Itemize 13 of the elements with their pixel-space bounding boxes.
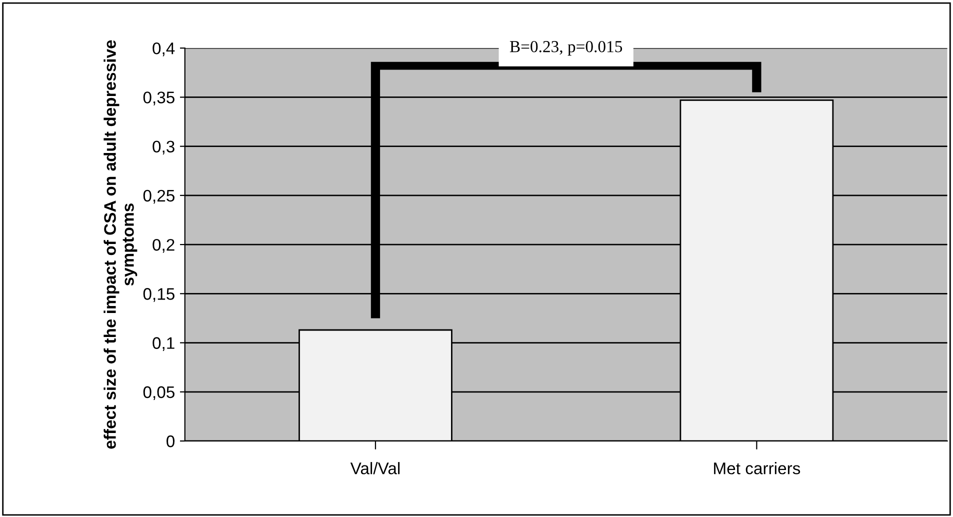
x-tick-label: Val/Val: [350, 462, 400, 474]
y-tick-label: 0,15: [143, 288, 174, 302]
y-tick-label: 0,35: [143, 92, 174, 106]
y-tick-label: 0,4: [152, 42, 175, 56]
y-tick-label: 0,3: [152, 140, 174, 154]
y-tick-label: 0: [166, 435, 175, 448]
x-tick-label: Met carriers: [714, 462, 800, 474]
y-tick-label: 0,1: [152, 337, 174, 351]
annotation: B=0.23, p=0.015: [510, 41, 622, 56]
y-tick-label: 0,2: [152, 238, 174, 253]
y-axis-title: effect size of the impact of CSA on adult depressive symptoms: [104, 40, 138, 449]
y-tick-label: 0,25: [143, 190, 174, 204]
y-tick-label: 0,05: [143, 386, 174, 400]
